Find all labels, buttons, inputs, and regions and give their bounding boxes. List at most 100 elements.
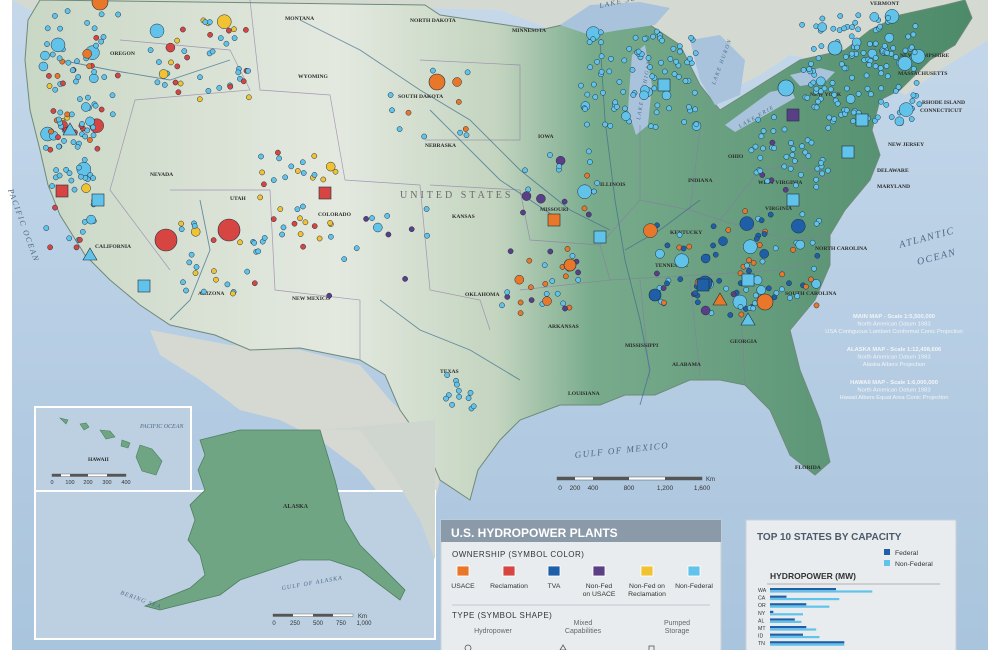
plant-marker (82, 49, 92, 59)
plant-marker (556, 163, 563, 170)
plant-marker (91, 25, 98, 32)
plant-marker (60, 80, 66, 87)
plant-marker (86, 214, 96, 225)
plant-marker (52, 204, 58, 211)
label-connecticut: CONNECTICUT (920, 108, 962, 114)
plant-marker (795, 239, 805, 250)
plant-marker (852, 19, 859, 26)
plant-marker (68, 177, 75, 184)
plant-marker (826, 114, 833, 121)
hydropower-plants-layer (38, 0, 926, 558)
plant-marker (341, 256, 348, 262)
alaska-scale-bar-seg1 (273, 614, 293, 617)
top10-state-label: ID (758, 634, 763, 640)
plant-marker (202, 19, 209, 25)
plant-marker (584, 91, 591, 98)
label-massachusetts: MASSACHUSETTS (898, 71, 947, 77)
plant-marker (89, 73, 99, 84)
plant-marker (528, 297, 535, 303)
plant-marker (186, 259, 193, 266)
legend-type-label: Pumped (664, 620, 690, 627)
plant-marker (56, 55, 63, 62)
plant-marker (587, 159, 593, 165)
alaska-scale-bar-seg2 (313, 614, 333, 617)
top10-state-label: CA (758, 596, 766, 602)
plant-marker (327, 220, 333, 226)
label-delaware: DELAWARE (877, 168, 909, 174)
top10-bar-nonfederal (770, 636, 820, 639)
plant-marker (813, 85, 820, 92)
plant-marker (408, 226, 415, 233)
plant-marker (651, 85, 658, 92)
plant-marker (756, 242, 763, 248)
plant-marker (658, 59, 664, 66)
plant-marker (56, 143, 62, 150)
plant-marker (743, 239, 758, 254)
plant-marker (897, 56, 913, 71)
plant-marker (114, 72, 121, 79)
top10-legend-swatch (884, 549, 890, 555)
plant-marker (74, 143, 81, 150)
pumped-storage-marker (137, 279, 151, 293)
plant-marker (872, 55, 879, 61)
plant-marker-large (154, 228, 178, 252)
legend-title: U.S. HYDROPOWER PLANTS (451, 526, 618, 540)
plant-marker (898, 102, 914, 117)
plant-marker (829, 80, 836, 86)
plant-marker (76, 164, 82, 171)
plant-marker (402, 276, 408, 282)
plant-marker (49, 51, 56, 58)
scale-tick-label: 400 (121, 480, 130, 486)
plant-marker (639, 90, 649, 101)
plant-marker (645, 55, 652, 61)
plant-marker (325, 161, 336, 172)
lake-huron (690, 35, 745, 105)
plant-marker (912, 23, 919, 29)
plant-marker (799, 143, 805, 150)
plant-marker (300, 203, 306, 210)
plant-marker (694, 299, 701, 306)
label-texas: TEXAS (440, 369, 459, 375)
plant-marker (597, 29, 604, 36)
plant-marker (752, 292, 759, 299)
plant-marker (311, 223, 318, 229)
plant-marker (810, 46, 817, 52)
label-oklahoma: OKLAHOMA (465, 292, 500, 298)
plant-marker (423, 206, 430, 212)
plant-marker (660, 285, 667, 291)
legend-type-label: Capabilities (565, 628, 602, 635)
plant-marker (808, 60, 814, 67)
plant-marker (598, 39, 604, 46)
plant-marker (184, 54, 190, 61)
plant-marker (332, 168, 339, 175)
plant-marker (297, 215, 303, 222)
hawaii-islands (59, 417, 163, 476)
plant-marker (794, 293, 801, 300)
plant-marker (70, 139, 77, 146)
right-margin (988, 0, 1000, 650)
plant-marker (100, 34, 107, 40)
scale-tick-label: 1,200 (657, 485, 674, 492)
plant-marker (629, 66, 636, 73)
plant-marker (738, 311, 745, 318)
label-kansas: KANSAS (452, 214, 475, 220)
plant-marker (737, 304, 744, 310)
plant-marker (231, 26, 237, 33)
plant-marker-large (217, 218, 241, 242)
plant-marker (270, 177, 277, 183)
plant-marker (499, 302, 505, 309)
top10-bar-nonfederal (770, 613, 803, 616)
plant-marker (594, 180, 600, 186)
scale-tick-label: 300 (102, 480, 111, 486)
plant-marker (779, 286, 785, 293)
lake-erie (725, 88, 795, 132)
plant-marker (578, 82, 584, 89)
plant-marker-large (827, 40, 843, 56)
legend-ownership-label: on USACE (583, 591, 616, 598)
plant-marker (63, 166, 69, 173)
plant-marker (725, 227, 732, 233)
plant-marker (302, 219, 309, 226)
plant-marker (844, 85, 850, 92)
plant-marker (205, 87, 212, 94)
plant-marker (831, 91, 838, 98)
